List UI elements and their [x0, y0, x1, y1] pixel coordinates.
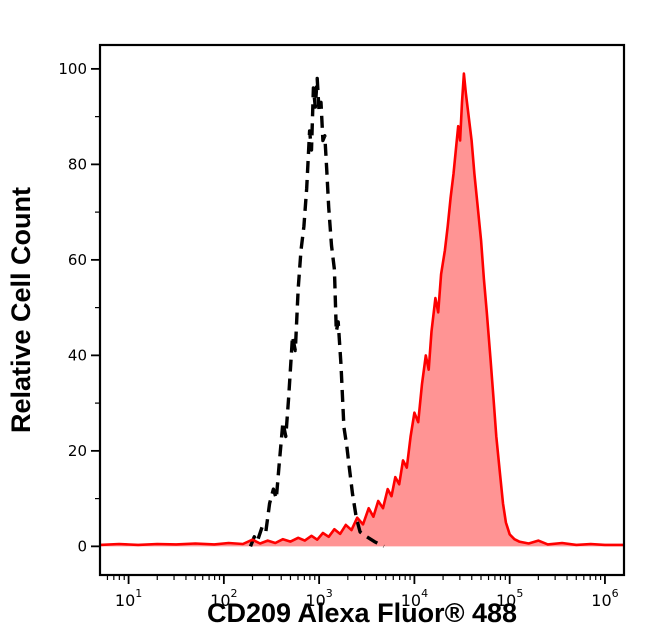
- y-tick-label: 100: [58, 60, 87, 78]
- y-tick-label: 0: [77, 537, 87, 555]
- plot-border: [98, 43, 626, 577]
- control-curve: [248, 76, 385, 548]
- stained-sample-curve: [99, 72, 624, 547]
- y-axis-title: Relative Cell Count: [6, 187, 36, 433]
- y-tick-label: 80: [68, 155, 87, 173]
- y-tick-label: 20: [68, 442, 87, 460]
- y-tick-label: 40: [68, 346, 87, 364]
- x-axis-title: CD209 Alexa Fluor® 488: [207, 598, 517, 628]
- y-tick-label: 60: [68, 251, 87, 269]
- stained-sample-area: [100, 73, 624, 547]
